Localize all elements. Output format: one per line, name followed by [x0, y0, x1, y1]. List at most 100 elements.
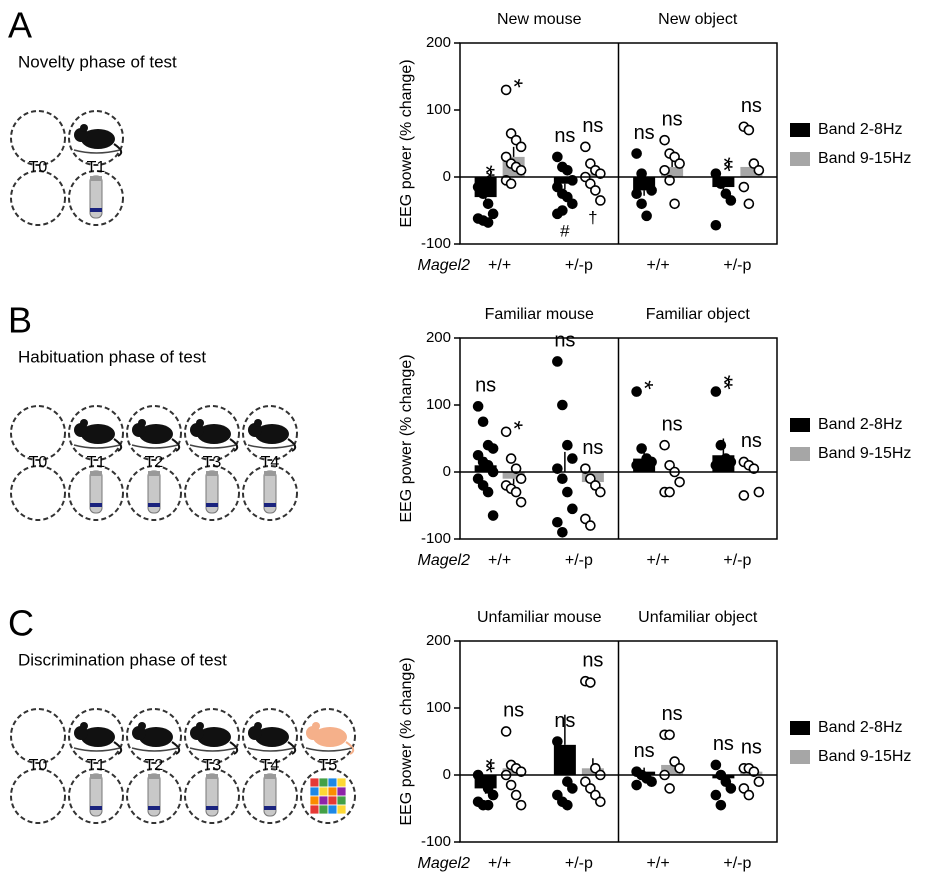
tube-cap: [264, 471, 276, 476]
protocol-panel: CDiscrimination phase of testT0T1T2T3T4T…: [8, 603, 355, 823]
mouse-ear: [138, 419, 146, 427]
data-point: [675, 159, 684, 168]
footnote-mark: †: [588, 208, 597, 227]
slot-label: T0: [29, 159, 48, 176]
data-point: [502, 727, 511, 736]
data-point: [512, 488, 521, 497]
data-point: [558, 206, 567, 215]
panel-letter: B: [8, 300, 32, 341]
significance: ns: [662, 413, 683, 435]
data-point: [675, 478, 684, 487]
data-point: [660, 166, 669, 175]
y-axis-label: EEG power (% change): [398, 59, 415, 227]
data-point: [739, 183, 748, 192]
data-point: [568, 454, 577, 463]
significance: ns: [582, 115, 603, 137]
arena: [11, 709, 65, 763]
bedding: [74, 445, 120, 448]
slot-label: T1: [87, 159, 106, 176]
data-point: [553, 737, 562, 746]
data-point: [754, 166, 763, 175]
data-point: [484, 218, 493, 227]
group-title: New mouse: [497, 11, 582, 28]
tube-band: [206, 503, 218, 507]
lego-brick: [328, 805, 337, 814]
data-point: [517, 498, 526, 507]
slot-label: T0: [29, 454, 48, 471]
slot-label: T5: [319, 757, 338, 774]
data-point: [632, 781, 641, 790]
significance: ns: [582, 649, 603, 671]
lego-brick: [319, 778, 328, 787]
data-point: [744, 199, 753, 208]
panel-title: Habituation phase of test: [18, 347, 206, 366]
tube-cap: [206, 471, 218, 476]
y-axis-label: EEG power (% change): [398, 657, 415, 825]
panel-letter: C: [8, 603, 34, 644]
mouse-ear: [80, 419, 88, 427]
tube-cap: [148, 471, 160, 476]
x-tick-label: +/-p: [565, 552, 593, 569]
data-point: [581, 142, 590, 151]
data-point: [517, 801, 526, 810]
mouse-ear: [80, 722, 88, 730]
data-point: [507, 454, 516, 463]
x-tick-label: +/+: [647, 855, 670, 872]
data-point: [632, 189, 641, 198]
data-point: [558, 401, 567, 410]
lego-brick: [319, 796, 328, 805]
mouse-ear: [196, 419, 204, 427]
data-point: [739, 491, 748, 500]
tube-band: [90, 806, 102, 810]
x-axis-label: Magel2: [418, 855, 471, 872]
x-tick-label: +/+: [488, 855, 511, 872]
data-point: [517, 166, 526, 175]
significance: ns: [741, 430, 762, 452]
legend-swatch: [790, 123, 810, 137]
tube-cap: [206, 774, 218, 779]
data-point: [568, 504, 577, 513]
arena: [11, 171, 65, 225]
y-tick-label: 100: [426, 101, 451, 118]
panel-title: Discrimination phase of test: [18, 650, 227, 669]
data-point: [675, 764, 684, 773]
significance: ns: [662, 703, 683, 725]
data-point: [484, 199, 493, 208]
data-point: [596, 488, 605, 497]
x-tick-label: +/+: [647, 552, 670, 569]
data-point: [507, 781, 516, 790]
data-point: [596, 196, 605, 205]
legend-label: Band 9-15Hz: [818, 445, 911, 462]
data-point: [502, 427, 511, 436]
data-point: [563, 801, 572, 810]
data-point: [670, 199, 679, 208]
arena: [11, 406, 65, 460]
significance: ns: [713, 733, 734, 755]
legend-label: Band 2-8Hz: [818, 416, 903, 433]
data-point: [726, 784, 735, 793]
data-point: [642, 211, 651, 220]
footnote-mark: #: [560, 221, 570, 240]
lego-brick: [337, 778, 346, 787]
data-point: [711, 760, 720, 769]
y-axis-label: EEG power (% change): [398, 354, 415, 522]
y-tick-label: 100: [426, 699, 451, 716]
data-point: [632, 387, 641, 396]
slot-label: T1: [87, 757, 106, 774]
tube-cap: [148, 774, 160, 779]
lego-brick: [319, 805, 328, 814]
lego-brick: [328, 787, 337, 796]
legend-label: Band 9-15Hz: [818, 748, 911, 765]
panel-letter: A: [8, 5, 32, 46]
legend-label: Band 2-8Hz: [818, 121, 903, 138]
y-tick-label: 200: [426, 632, 451, 649]
data-point: [507, 179, 516, 188]
group-title: Familiar object: [646, 306, 751, 323]
x-tick-label: +/-p: [565, 855, 593, 872]
data-point: [744, 126, 753, 135]
data-point: [647, 457, 656, 466]
bedding: [132, 748, 178, 751]
data-point: [637, 199, 646, 208]
